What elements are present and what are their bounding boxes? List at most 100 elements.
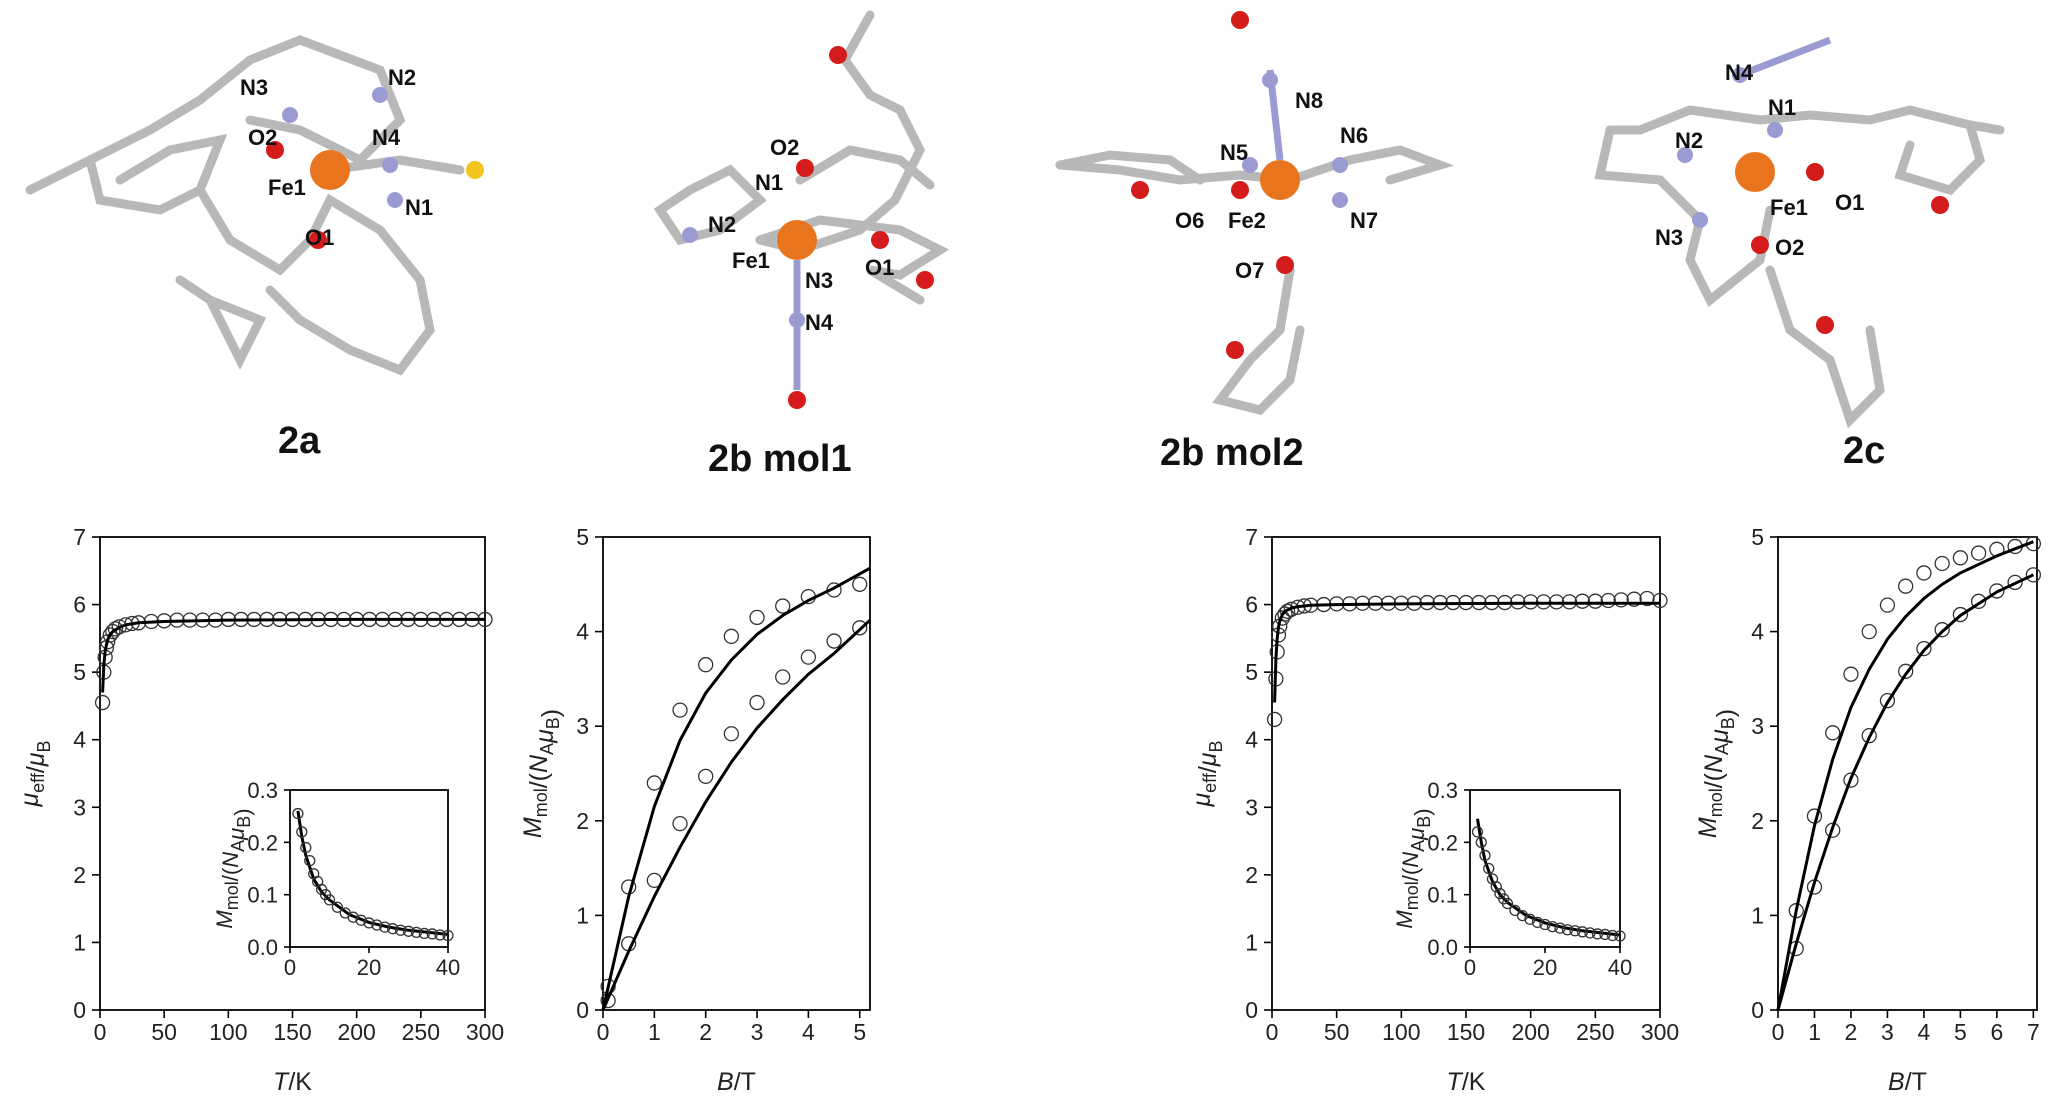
structure-label-2b-mol2: 2b mol2 (1160, 432, 1304, 474)
molecule-structure-2b-mol2: N8 N5 N6 O6 Fe2 N7 O7 (1055, 11, 1455, 415)
chart-4-x-tick-label: 4 (1918, 1019, 1931, 1045)
chart-4-series-1-data-point (1843, 666, 1859, 682)
chart-1-y-tick-label: 6 (73, 592, 86, 618)
chart-4-series-3-fit-line (1776, 540, 2034, 1011)
chart-4-series-1-data-point (1970, 545, 1987, 561)
chart-2-series-2-data-point (826, 633, 842, 649)
atom-label: O1 (865, 255, 894, 280)
chart-3-y-tick-label: 6 (1245, 592, 1258, 618)
chart-3-y-tick-label: 2 (1245, 862, 1258, 888)
chart-1-inset-data-point (304, 855, 316, 867)
chart-4-series-2-data-point (1843, 772, 1859, 788)
chart-4-series-2-data-point (1970, 593, 1987, 609)
chart-4-y-tick-label: 2 (1751, 808, 1764, 834)
chart-1-inset-data-point (300, 841, 312, 854)
chart-1-x-tick-label: 300 (466, 1019, 504, 1045)
chart-2-y-tick-label: 3 (576, 713, 589, 739)
chart-3-series-1-data-point (1279, 603, 1296, 619)
chart-3-x-tick-label: 200 (1511, 1019, 1549, 1045)
chart-4-y-axis-label: Mmol/(NAμB) (1694, 709, 1740, 838)
chart-1-y-tick-label: 5 (73, 659, 86, 685)
chart-1-series-1-data-point (102, 627, 118, 643)
atom-label: N1 (755, 170, 783, 195)
chart-1-y-axis-label: μeff/μB (16, 740, 54, 807)
molecule-structure-2a: N3 N2 O2 N4 Fe1 N1 O1 (25, 35, 484, 376)
chart-4-x-tick-label: 5 (1954, 1019, 1967, 1045)
atom-label: N4 (1725, 60, 1754, 85)
chart-3-x-tick-label: 150 (1447, 1019, 1485, 1045)
chart-2-x-axis-label: B/T (717, 1068, 756, 1096)
chart-4-series-1-data-point (1934, 555, 1950, 572)
chart-1-inset-data-point (394, 924, 407, 936)
atom-label: N4 (805, 310, 834, 335)
chart-3-series-1-data-point (1266, 711, 1283, 728)
chart-4-x-tick-label: 0 (1772, 1019, 1785, 1045)
chart-2-y-tick-label: 0 (576, 997, 589, 1023)
atom-label: N3 (1655, 225, 1683, 250)
chart-3-inset-data-point (1479, 849, 1491, 862)
atom-label: N1 (1768, 95, 1796, 120)
chart-2-series-2-data-point (852, 620, 868, 636)
chart-3-x-tick-label: 250 (1576, 1019, 1614, 1045)
chart-4-series-1-data-point (1952, 550, 1969, 566)
chart-3-inset-data-point (1501, 897, 1514, 910)
chart-3-inset-data-point (1614, 930, 1626, 942)
chart-1-frame (99, 536, 486, 1011)
chart-1-x-tick-label: 0 (94, 1019, 107, 1045)
chart-1-y-tick-label: 3 (73, 794, 86, 820)
chart-3-series-1-data-point (1639, 590, 1655, 607)
atom-label: Fe1 (268, 175, 306, 200)
atom-label: N5 (1220, 140, 1248, 165)
chart-1-x-axis-label: T/K (273, 1068, 312, 1096)
atom-label: N2 (708, 212, 736, 237)
chart-2-series-2-data-point (775, 669, 791, 685)
chart-3-inset-data-point (1569, 925, 1581, 937)
chart-2-plot: 0 1 2 3 4 5 0 1 2 3 4 5 B/T Mmol/(NAμB) (519, 524, 872, 1096)
chart-2-x-tick-label: 3 (751, 1019, 764, 1045)
chart-2-x-tick-label: 0 (597, 1019, 610, 1045)
chart-3-y-tick-label: 1 (1245, 929, 1258, 955)
chart-4-series-2-data-point (1916, 640, 1932, 657)
chart-3-x-tick-label: 100 (1382, 1019, 1420, 1045)
chart-2-series-1-data-point (698, 657, 714, 673)
chart-1-inset-data-point (363, 917, 375, 929)
atom-label: Fe1 (732, 248, 770, 273)
chart-1-inset-y-tick-label: 0.1 (247, 883, 278, 908)
chart-3-series-2-fit-line (1273, 601, 1660, 703)
chart-4-y-tick-label: 1 (1751, 902, 1764, 928)
atom-label: N3 (805, 268, 833, 293)
chart-3-inset-data-point (1524, 913, 1536, 925)
chart-3-inset-x-tick-label: 20 (1533, 955, 1557, 980)
chart-2-series-1-data-point (672, 702, 688, 718)
chart-1-inset-data-point (387, 923, 399, 935)
molecule-structure-2b-mol1: O2 N1 N2 Fe1 N3 O1 N4 (653, 10, 950, 409)
chart-2-y-axis-label: Mmol/(NAμB) (519, 709, 565, 838)
chart-4-series-2-data-point (1952, 606, 1969, 623)
chart-3-inset-data-point (1561, 924, 1574, 936)
chart-3-inset-y-tick-label: 0.3 (1427, 778, 1458, 803)
chart-3-y-tick-label: 4 (1245, 727, 1258, 753)
chart-1-x-tick-label: 50 (151, 1019, 177, 1045)
chart-2-y-tick-label: 5 (576, 524, 589, 550)
chart-2-series-2-data-point (749, 694, 765, 711)
chart-4-y-tick-label: 4 (1751, 619, 1764, 645)
atom-label: O1 (305, 225, 334, 250)
chart-2-series-1-data-point (723, 628, 740, 644)
chart-3-inset-data-point (1471, 826, 1484, 838)
chart-1-inset-y-axis-label: Mmol/(NAμB) (212, 808, 255, 928)
chart-2-series-2-data-point (800, 649, 817, 665)
chart-1-inset-data-point (355, 914, 367, 926)
chart-4-series-1-data-point (1861, 623, 1877, 640)
chart-2-series-1-data-point (852, 576, 868, 592)
chart-2-x-tick-label: 1 (648, 1019, 661, 1045)
chart-4-series-1-data-point (1825, 725, 1841, 741)
atom-label: N2 (1675, 128, 1703, 153)
chart-3-x-axis-label: T/K (1447, 1068, 1486, 1096)
chart-3-inset-data-point (1539, 918, 1551, 931)
chart-4-x-tick-label: 2 (1845, 1019, 1858, 1045)
chart-3-x-tick-label: 0 (1266, 1019, 1279, 1045)
